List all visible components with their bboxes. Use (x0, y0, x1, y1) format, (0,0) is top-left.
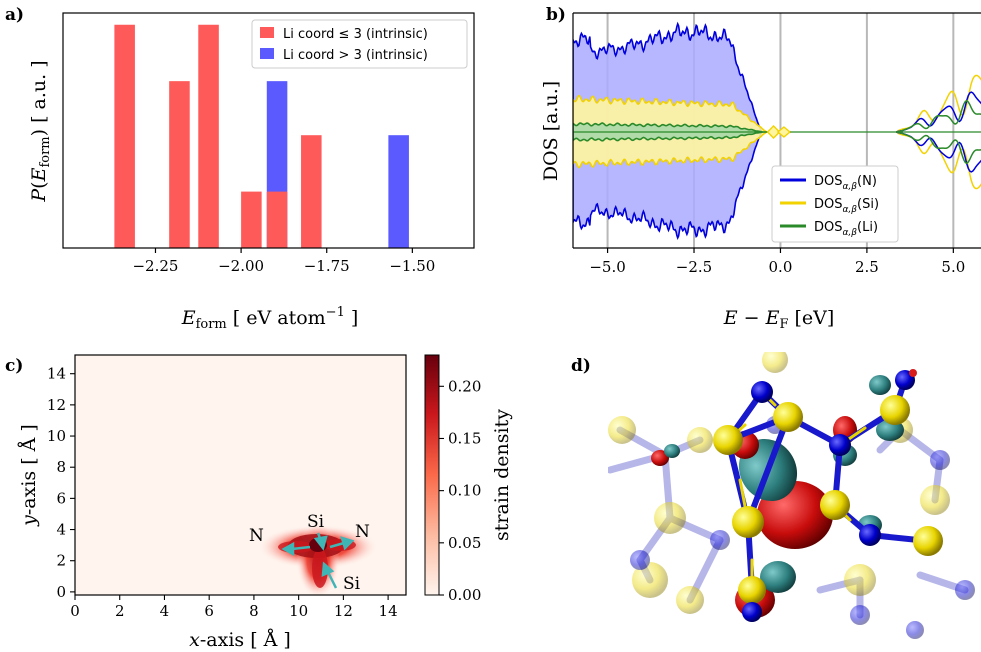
bar-blue (388, 135, 409, 248)
x-tick-label: 6 (204, 602, 214, 620)
y-tick-label: 6 (56, 489, 66, 507)
annotation-n-left: N (249, 526, 264, 546)
x-tick-label: 0.0 (769, 258, 793, 276)
strain-hotspot (258, 522, 378, 595)
y-tick-label: 8 (56, 458, 66, 476)
x-tick-label: 2.5 (855, 258, 879, 276)
y-axis-label-a: P(Eform) [ a.u. ] (28, 60, 53, 202)
x-tick-label: 5.0 (941, 258, 965, 276)
atom-n (829, 434, 851, 456)
colorbar-tick-label: 0.20 (448, 377, 481, 395)
colorbar-tick-label: 0.15 (448, 429, 481, 447)
annotation-si-top: Si (307, 512, 325, 532)
legend-entry: Li coord ≤ 3 (intrinsic) (283, 27, 428, 42)
x-tick-label: −1.75 (304, 257, 350, 275)
dos-panel-b: −5.0 −2.5 0.0 2.5 5.0 E − EF [eV] DOS [a.u.]… (540, 12, 981, 332)
y-tick-label: 0 (56, 583, 66, 601)
annotation-n-right: N (355, 522, 370, 542)
bar-red (241, 191, 262, 248)
direction-arrows (281, 532, 355, 589)
x-tick-label: 12 (334, 602, 353, 620)
bar-red (169, 81, 190, 249)
colorbar-tick-label: 0.10 (448, 482, 481, 500)
bar-red (301, 135, 322, 248)
legend-swatch-blue (260, 48, 274, 59)
x-axis-label-c: x-axis [ Å ] (189, 629, 291, 651)
colorbar-label: strain density (491, 409, 513, 541)
x-tick-label: 4 (160, 602, 170, 620)
atom-si (773, 402, 803, 432)
x-tick-label: 8 (249, 602, 259, 620)
y-tick-label: 12 (47, 396, 66, 414)
atom-si (880, 395, 910, 425)
bar-red (198, 24, 219, 248)
atom-si (713, 425, 743, 455)
y-tick-label: 14 (47, 365, 66, 383)
y-axis-label-c: y-axis [ Å ] (18, 424, 40, 527)
x-tick-label: 10 (289, 602, 308, 620)
x-axis-label-b: E − EF [eV] (723, 307, 835, 332)
x-tick-label: −2.00 (218, 257, 264, 275)
bar-red (114, 24, 135, 248)
annotation-si-bottom: Si (343, 574, 361, 594)
histogram-panel-a: −2.25 −2.00 −1.75 −1.50 Eform [ eV atom−1 ]… (28, 12, 475, 332)
x-axis-label-a: Eform [ eV atom−1 ] (181, 305, 359, 332)
y-tick-label: 4 (56, 521, 66, 539)
atom-n (742, 602, 762, 622)
x-tick-label: −1.50 (389, 257, 435, 275)
legend-entry-li: DOSα,β(Li) (814, 220, 878, 238)
panel-label-c: c) (5, 356, 23, 376)
legend-entry-n: DOSα,β(N) (814, 174, 877, 192)
legend-swatch-red (260, 27, 274, 38)
panel-label-a: a) (5, 5, 24, 25)
atom-n (859, 524, 881, 546)
y-tick-label: 2 (56, 552, 66, 570)
y-axis-label-b: DOS [a.u.] (540, 81, 562, 181)
panel-label-b: b) (546, 5, 566, 25)
atom-si (820, 490, 850, 520)
molecular-render-d (608, 352, 981, 640)
bar-red (266, 191, 288, 248)
panel-label-d: d) (571, 356, 591, 376)
axes-frame-a (62, 12, 475, 249)
heatmap-panel-c: N Si N Si 0 2 4 6 8 10 12 14 0 2 4 6 8 10 12 14 x-axis … (18, 354, 513, 651)
legend-b: DOSα,β(N) DOSα,β(Si) DOSα,β(Li) (771, 165, 899, 243)
legend-entry-si: DOSα,β(Si) (814, 197, 879, 215)
colorbar-tick-label: 0.00 (448, 586, 481, 604)
atom-si (738, 576, 766, 604)
legend-a: Li coord ≤ 3 (intrinsic) Li coord > 3 (i… (251, 19, 468, 69)
atom-si (732, 506, 764, 538)
legend-entry: Li coord > 3 (intrinsic) (283, 48, 428, 63)
colorbar (424, 354, 440, 596)
y-tick-label: 10 (47, 427, 66, 445)
x-tick-label: −2.25 (132, 257, 178, 275)
atom-n (751, 381, 773, 403)
x-tick-label: 14 (379, 602, 398, 620)
x-tick-label: 0 (70, 602, 80, 620)
colorbar-tick-label: 0.05 (448, 534, 481, 552)
x-tick-label: −2.5 (676, 258, 712, 276)
atom-si (913, 526, 943, 556)
x-tick-label: 2 (115, 602, 125, 620)
x-tick-label: −5.0 (589, 258, 625, 276)
